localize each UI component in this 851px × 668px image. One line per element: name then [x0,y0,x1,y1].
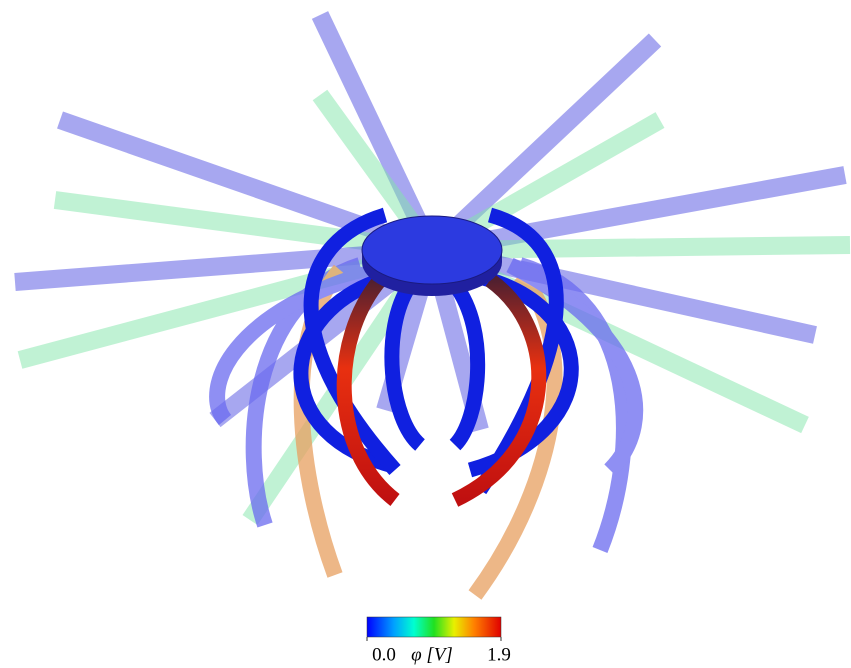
hub-top [362,216,502,284]
page: {"colorbar": {"label": "φ [V]", "ticks":… [0,0,851,668]
visualization: φ [V] 0.0 1.9 [0,0,851,668]
colorbar: φ [V] 0.0 1.9 [367,617,511,665]
colorbar-tick-label: 0.0 [372,644,396,665]
colorbar-label: φ [V] [411,644,453,665]
colorbar-tick-label: 1.9 [487,644,511,665]
outer-loops [217,265,635,595]
hub [362,216,502,296]
colorbar-gradient [367,617,501,637]
